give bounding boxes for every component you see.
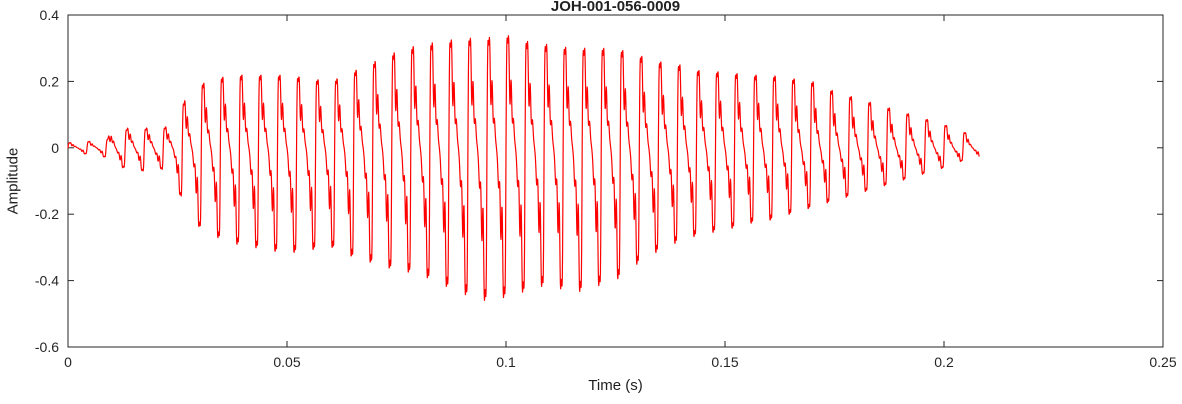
x-tick-label: 0.15	[711, 354, 738, 370]
y-axis-label: Amplitude	[4, 147, 22, 215]
y-tick-label: -0.2	[35, 206, 59, 222]
x-tick-label: 0.25	[1149, 354, 1176, 370]
y-tick-label: -0.6	[35, 339, 59, 355]
x-tick-label: 0	[64, 354, 72, 370]
x-tick-label: 0.1	[496, 354, 516, 370]
y-tick-label: 0	[51, 140, 59, 156]
y-tick-label: 0.4	[40, 7, 60, 23]
chart-title: JOH-001-056-0009	[550, 0, 681, 15]
x-axis-label: Time (s)	[588, 377, 643, 394]
axes-box	[67, 14, 1164, 348]
y-tick-label: -0.4	[35, 273, 59, 289]
x-tick-label: 0.05	[273, 354, 300, 370]
x-tick-label: 0.2	[934, 354, 954, 370]
y-tick-label: 0.2	[40, 73, 60, 89]
waveform-line	[67, 35, 980, 301]
